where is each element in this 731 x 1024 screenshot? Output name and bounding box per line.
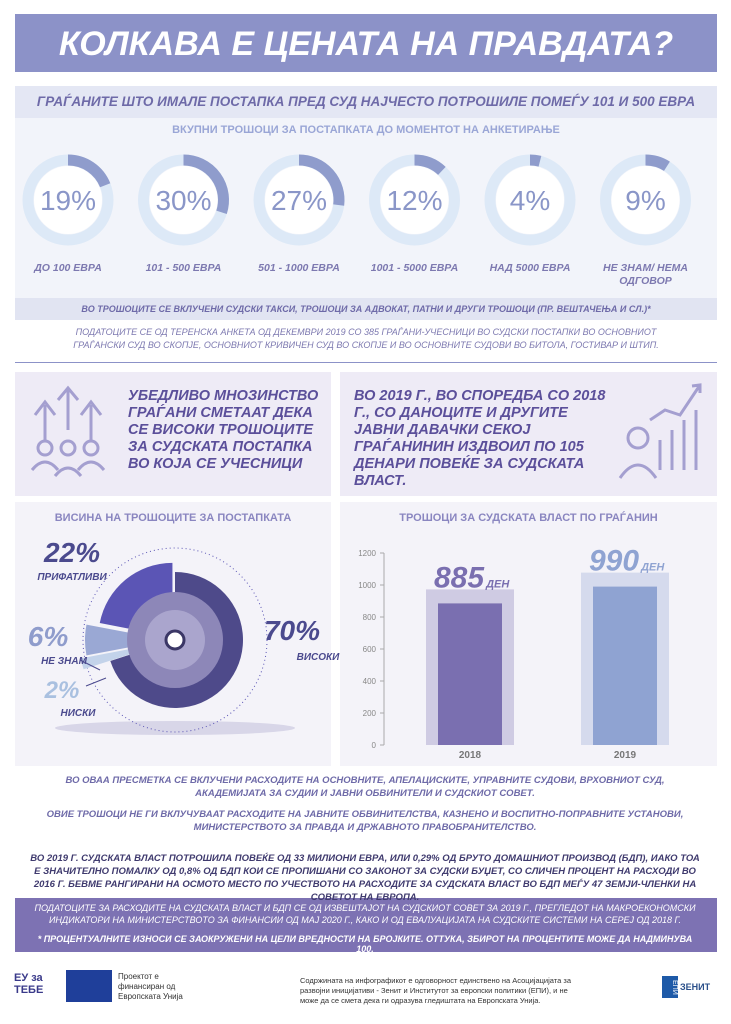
ring-value: 12% <box>386 185 442 216</box>
pie-value: 2% <box>44 677 80 704</box>
pie-title: ВИСИНА НА ТРОШОЦИТЕ ЗА ПОСТАПКАТА <box>54 512 292 524</box>
y-tick-label: 200 <box>363 709 377 718</box>
y-tick-label: 600 <box>363 645 377 654</box>
ring-inner <box>380 166 449 234</box>
ring-inner <box>611 166 680 234</box>
ring-label: 1001 - 5000 ЕВРА <box>370 262 459 274</box>
y-tick-label: 800 <box>363 613 377 622</box>
disclaimer: Содржината на инфографикот е одговорност… <box>300 976 571 1005</box>
ring-value: 4% <box>510 185 550 216</box>
pie-label: НЕ ЗНАМ <box>41 656 88 667</box>
ring-value: 30% <box>155 185 211 216</box>
note-band <box>15 298 717 320</box>
bar-title: ТРОШОЦИ ЗА СУДСКАТА ВЛАСТ ПО ГРАЃАНИН <box>399 512 658 524</box>
highlight-text: ВО 2019 Г., ВО СПОРЕДБА СО 2018 Г., СО Д… <box>354 388 606 489</box>
ring-arc <box>414 154 446 176</box>
ring-arc <box>183 154 229 215</box>
ring-label: 501 - 1000 ЕВРА <box>258 262 340 274</box>
ring-label: ДО 100 ЕВРА <box>34 262 102 274</box>
rings-title: ВКУПНИ ТРОШОЦИ ЗА ПОСТАПКАТА ДО МОМЕНТОТ… <box>172 124 560 136</box>
x-tick-label: 2018 <box>459 750 482 761</box>
ring-arc <box>67 154 111 188</box>
ring-value: 19% <box>40 185 96 216</box>
leader <box>85 677 107 687</box>
ring-label: НАД 5000 ЕВРА <box>489 262 571 274</box>
paragraph: ВО 2019 Г. СУДСКАТА ВЛАСТ ПОТРОШИЛА ПОВЕ… <box>30 853 700 903</box>
title: КОЛКАВА Е ЦЕНАТА НА ПРАВДАТА? <box>58 25 674 63</box>
paragraph: ВО ОВАА ПРЕСМЕТКА СЕ ВКЛУЧЕНИ РАСХОДИТЕ … <box>65 775 665 799</box>
source-band <box>15 898 717 952</box>
bar-value: 885 <box>434 561 485 594</box>
bar <box>593 586 657 745</box>
pie-slice <box>84 624 167 656</box>
band-text: ПОДАТОЦИТЕ ЗА РАСХОДИТЕ НА СУДСКАТА ВЛАС… <box>34 903 696 925</box>
paragraph: ОВИЕ ТРОШОЦИ НЕ ГИ ВКЛУЧУВААТ РАСХОДИТЕ … <box>46 809 684 833</box>
rings-panel <box>15 118 717 298</box>
ring-arc <box>529 154 542 167</box>
growth-icon <box>618 383 702 479</box>
pie-value: 70% <box>264 615 320 646</box>
ring-arc <box>645 154 670 172</box>
bar-unit: ДЕН <box>640 562 665 574</box>
pie-shadow <box>55 721 295 735</box>
band-text: * ПРОЦЕНТУАЛНИТЕ ИЗНОСИ СЕ ЗАОКРУЖЕНИ НА… <box>37 934 693 954</box>
ring-inner <box>149 166 218 234</box>
pie-label: НИСКИ <box>61 708 97 719</box>
pie-center <box>164 629 186 651</box>
pie-guide <box>82 547 268 733</box>
rings-source: ПОДАТОЦИТЕ СЕ ОД ТЕРЕНСКА АНКЕТА ОД ДЕКЕ… <box>73 327 659 350</box>
ring-value: 27% <box>271 185 327 216</box>
bar-value: 990 <box>589 545 639 578</box>
pie-value: 6% <box>28 621 69 652</box>
bar <box>438 603 502 745</box>
ring-inner <box>496 166 564 234</box>
highlight-text: УБЕДЛИВО МНОЗИНСТВО ГРАЃАНИ СМЕТААТ ДЕКА… <box>128 388 319 472</box>
rings-note: ВО ТРОШОЦИТЕ СЕ ВКЛУЧЕНИ СУДСКИ ТАКСИ, Т… <box>81 304 651 314</box>
subtitle: ГРАЃАНИТЕ ШТО ИМАЛЕ ПОСТАПКА ПРЕД СУД НА… <box>36 94 696 109</box>
y-tick-label: 0 <box>372 741 377 750</box>
ring-inner <box>34 166 102 234</box>
logo-zenit: ЗЕНИТ <box>680 982 711 992</box>
leader <box>79 659 101 671</box>
y-tick-label: 400 <box>363 677 377 686</box>
logo-epi: ЕПИ <box>662 976 678 998</box>
ring-inner <box>265 166 333 234</box>
title-banner <box>15 14 717 72</box>
ring-arc <box>298 154 345 206</box>
pie-label: ПРИФАТЛИВИ <box>37 572 107 583</box>
subtitle-band <box>15 86 717 118</box>
y-tick-label: 1200 <box>358 549 376 558</box>
pie-value: 22% <box>43 537 100 568</box>
funded-text: Проектот е финансиран од Европската Униј… <box>118 972 183 1001</box>
bar-unit: ДЕН <box>485 578 510 590</box>
ring-label: 101 - 500 ЕВРА <box>145 262 222 274</box>
people-icon <box>30 385 106 477</box>
ring-label: НЕ ЗНАМ/ НЕМА ОДГОВОР <box>603 262 688 287</box>
logo-eu-for-you: ЕУ за ТЕБЕ <box>14 972 44 996</box>
x-tick-label: 2019 <box>614 750 637 761</box>
y-tick-label: 1000 <box>358 581 376 590</box>
ring-value: 9% <box>625 185 665 216</box>
pie-label: ВИСОКИ <box>297 652 341 663</box>
eu-flag <box>66 970 112 1002</box>
divider <box>15 362 717 363</box>
